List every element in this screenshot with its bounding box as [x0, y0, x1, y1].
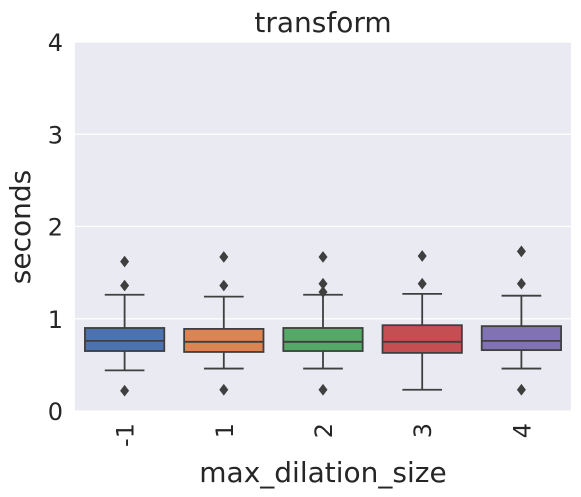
x-axis-title: max_dilation_size: [199, 456, 446, 489]
x-tick-label: 3: [409, 423, 437, 438]
outlier-point: [516, 277, 526, 290]
outlier-point: [417, 277, 427, 290]
x-tick-label: 4: [508, 423, 536, 438]
y-tick-label: 1: [48, 306, 63, 334]
box-iqr: [183, 327, 265, 353]
outlier-point: [219, 279, 229, 292]
y-tick-label: 3: [48, 121, 63, 149]
outlier-point: [318, 277, 328, 290]
x-tick-label: 2: [310, 423, 338, 438]
outlier-point: [120, 255, 130, 268]
box-2: [183, 251, 265, 396]
outlier-point: [318, 383, 328, 396]
chart-title: transform: [254, 6, 391, 39]
outlier-point: [516, 383, 526, 396]
box-5: [480, 245, 562, 396]
x-tick-label: -1: [112, 423, 140, 447]
outlier-point: [219, 251, 229, 263]
y-tick-label: 0: [48, 398, 63, 426]
box-iqr: [84, 327, 166, 352]
box-iqr: [282, 327, 364, 352]
outlier-point: [120, 384, 130, 397]
outlier-point: [417, 250, 427, 262]
outlier-point: [120, 279, 130, 292]
box-4: [381, 250, 463, 391]
box-iqr: [480, 325, 562, 352]
outlier-point: [219, 383, 229, 396]
box-3: [282, 251, 364, 396]
x-tick-label: 1: [211, 423, 239, 438]
box-iqr: [381, 324, 463, 354]
outlier-point: [318, 251, 328, 263]
box-1: [84, 255, 166, 397]
y-tick-label: 4: [48, 29, 63, 57]
y-tick-labels: 0 1 2 3 4: [48, 29, 63, 426]
y-tick-label: 2: [48, 214, 63, 242]
outlier-point: [516, 245, 526, 258]
box-series: [84, 245, 562, 397]
y-axis-title: seconds: [4, 170, 37, 284]
outlier-point: [318, 286, 328, 298]
x-tick-labels: -1 1 2 3 4: [112, 423, 537, 447]
